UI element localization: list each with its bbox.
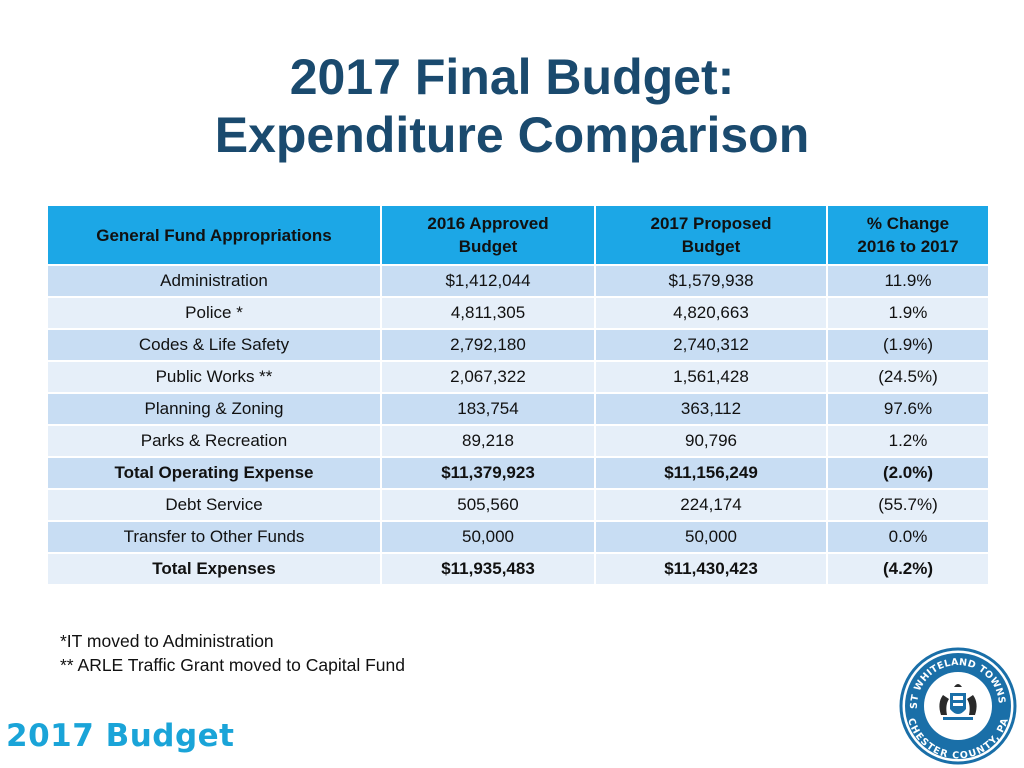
township-seal-logo: EAST WHITELAND TOWNSHIP CHESTER COUNTY, …	[899, 647, 1017, 765]
cell-budget-2016: 50,000	[380, 520, 596, 554]
cell-budget-2017: 2,740,312	[594, 328, 828, 362]
cell-budget-2017: 90,796	[594, 424, 828, 458]
cell-budget-2016: 89,218	[380, 424, 596, 458]
cell-appropriation: Codes & Life Safety	[46, 328, 382, 362]
table-header-row: General Fund Appropriations 2016 Approve…	[46, 204, 990, 266]
cell-budget-2017: $11,430,423	[594, 552, 828, 586]
cell-budget-2017: 50,000	[594, 520, 828, 554]
cell-budget-2016: $11,379,923	[380, 456, 596, 490]
footnote-2: ** ARLE Traffic Grant moved to Capital F…	[60, 655, 405, 675]
cell-budget-2016: $1,412,044	[380, 264, 596, 298]
budget-table: General Fund Appropriations 2016 Approve…	[46, 204, 990, 586]
footnotes: *IT moved to Administration ** ARLE Traf…	[60, 629, 405, 677]
cell-percent-change: 1.2%	[826, 424, 990, 458]
cell-percent-change: (55.7%)	[826, 488, 990, 522]
cell-budget-2016: 2,792,180	[380, 328, 596, 362]
cell-budget-2016: 2,067,322	[380, 360, 596, 394]
cell-percent-change: 0.0%	[826, 520, 990, 554]
cell-appropriation: Transfer to Other Funds	[46, 520, 382, 554]
cell-percent-change: (4.2%)	[826, 552, 990, 586]
cell-percent-change: (1.9%)	[826, 328, 990, 362]
cell-percent-change: (24.5%)	[826, 360, 990, 394]
cell-budget-2017: $11,156,249	[594, 456, 828, 490]
header-2017-budget: 2017 Proposed Budget	[594, 204, 828, 266]
header-2016-budget: 2016 Approved Budget	[380, 204, 596, 266]
table-row: Parks & Recreation 89,218 90,796 1.2%	[46, 424, 990, 458]
cell-appropriation: Police *	[46, 296, 382, 330]
header-percent-change: % Change 2016 to 2017	[826, 204, 990, 266]
table-row: Planning & Zoning 183,754 363,112 97.6%	[46, 392, 990, 426]
table-row: Police * 4,811,305 4,820,663 1.9%	[46, 296, 990, 330]
table-body: Administration $1,412,044 $1,579,938 11.9% P…	[46, 264, 990, 586]
cell-appropriation: Debt Service	[46, 488, 382, 522]
table-row: Total Expenses $11,935,483 $11,430,423 (4.2…	[46, 552, 990, 586]
cell-percent-change: 11.9%	[826, 264, 990, 298]
cell-appropriation: Public Works **	[46, 360, 382, 394]
cell-percent-change: (2.0%)	[826, 456, 990, 490]
slide-title-line-2: Expenditure Comparison	[214, 107, 810, 163]
cell-budget-2016: 183,754	[380, 392, 596, 426]
table-row: Codes & Life Safety 2,792,180 2,740,312 (1.…	[46, 328, 990, 362]
header-appropriations: General Fund Appropriations	[46, 204, 382, 266]
cell-appropriation: Administration	[46, 264, 382, 298]
cell-budget-2017: 224,174	[594, 488, 828, 522]
slide-title-line-1: 2017 Final Budget:	[289, 49, 735, 105]
cell-percent-change: 1.9%	[826, 296, 990, 330]
cell-budget-2016: 505,560	[380, 488, 596, 522]
table-row: Public Works ** 2,067,322 1,561,428 (24.5%)	[46, 360, 990, 394]
cell-budget-2016: $11,935,483	[380, 552, 596, 586]
table-row: Total Operating Expense $11,379,923 $11,15…	[46, 456, 990, 490]
cell-budget-2017: 363,112	[594, 392, 828, 426]
footnote-1: *IT moved to Administration	[60, 631, 274, 651]
cell-appropriation: Planning & Zoning	[46, 392, 382, 426]
cell-budget-2017: 1,561,428	[594, 360, 828, 394]
table-row: Debt Service 505,560 224,174 (55.7%)	[46, 488, 990, 522]
table-row: Transfer to Other Funds 50,000 50,000 0.0%	[46, 520, 990, 554]
table-row: Administration $1,412,044 $1,579,938 11.9%	[46, 264, 990, 298]
cell-appropriation: Parks & Recreation	[46, 424, 382, 458]
footer-label: 2017 Budget	[6, 718, 235, 754]
slide-title: 2017 Final Budget: Expenditure Compariso…	[0, 48, 1024, 164]
cell-appropriation: Total Operating Expense	[46, 456, 382, 490]
cell-budget-2017: $1,579,938	[594, 264, 828, 298]
cell-budget-2017: 4,820,663	[594, 296, 828, 330]
cell-percent-change: 97.6%	[826, 392, 990, 426]
cell-budget-2016: 4,811,305	[380, 296, 596, 330]
seal-crest-icon	[939, 684, 977, 720]
cell-appropriation: Total Expenses	[46, 552, 382, 586]
